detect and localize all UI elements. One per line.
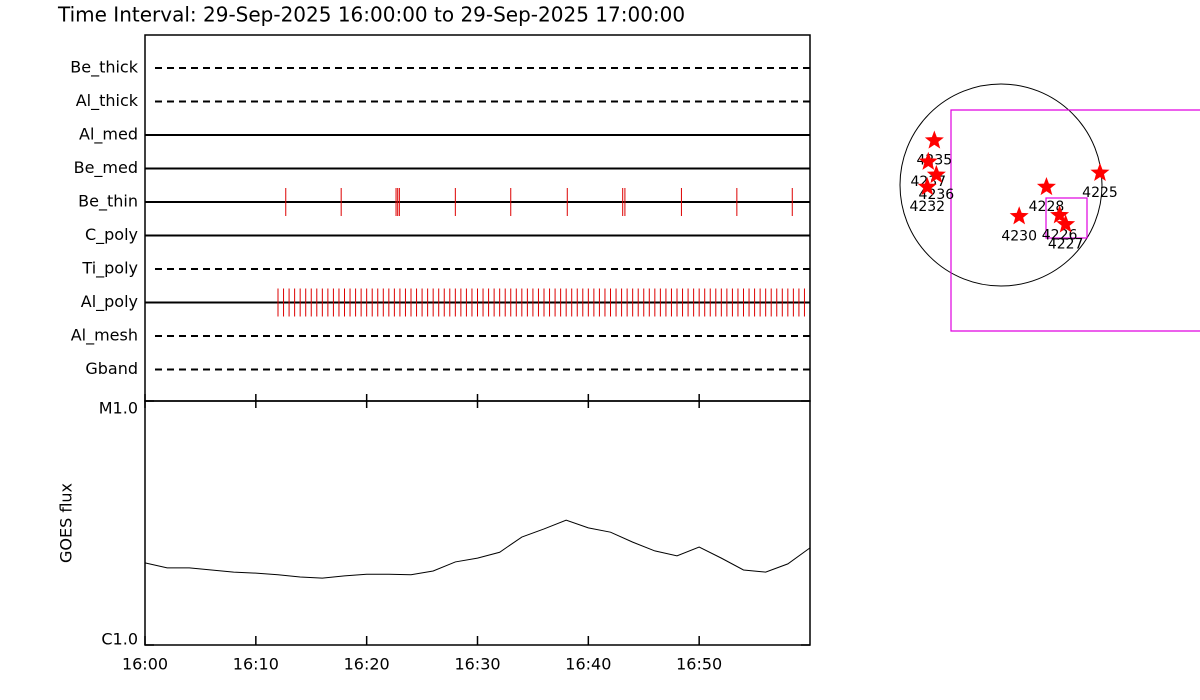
- row-label: Ti_poly: [81, 259, 138, 279]
- region-star: [1090, 162, 1110, 181]
- region-star: [917, 177, 937, 196]
- y-tick-label: C1.0: [101, 630, 138, 649]
- region-label: 4230: [1001, 228, 1037, 244]
- region-star: [1009, 206, 1029, 225]
- chart-title: Time Interval: 29-Sep-2025 16:00:00 to 2…: [57, 3, 685, 27]
- region-label: 4228: [1029, 199, 1065, 215]
- region-label: 4226: [1042, 227, 1078, 243]
- row-label: Be_thick: [70, 58, 138, 78]
- x-tick-label: 16:30: [454, 655, 500, 674]
- region-star: [1050, 205, 1070, 224]
- row-label: C_poly: [85, 225, 138, 245]
- region-star: [918, 151, 938, 170]
- y-axis-label: GOES flux: [57, 483, 76, 563]
- row-label: Be_med: [74, 158, 138, 178]
- fov-box-small: [1045, 197, 1088, 239]
- region-label: 4232: [909, 199, 945, 215]
- region-star: [926, 164, 946, 183]
- row-label: Al_mesh: [71, 326, 138, 346]
- x-tick-label: 16:20: [344, 655, 390, 674]
- x-tick-label: 16:00: [122, 655, 168, 674]
- row-label: Al_med: [79, 125, 138, 145]
- row-label: Be_thin: [78, 192, 138, 212]
- y-tick-label: M1.0: [99, 399, 138, 418]
- region-label: 4225: [1082, 185, 1118, 201]
- region-star: [924, 130, 944, 149]
- fov-box: [950, 109, 1200, 332]
- goes-line: [144, 519, 811, 579]
- row-label: Gband: [85, 359, 138, 378]
- row-label: Al_thick: [76, 91, 139, 111]
- region-star: [1036, 177, 1056, 196]
- solar-disk: [899, 83, 1103, 287]
- region-label: 4227: [1048, 236, 1084, 252]
- x-tick-label: 16:50: [676, 655, 722, 674]
- region-star: [1056, 214, 1076, 233]
- x-tick-label: 16:10: [233, 655, 279, 674]
- row-label: Al_poly: [81, 292, 138, 312]
- x-tick-label: 16:40: [565, 655, 611, 674]
